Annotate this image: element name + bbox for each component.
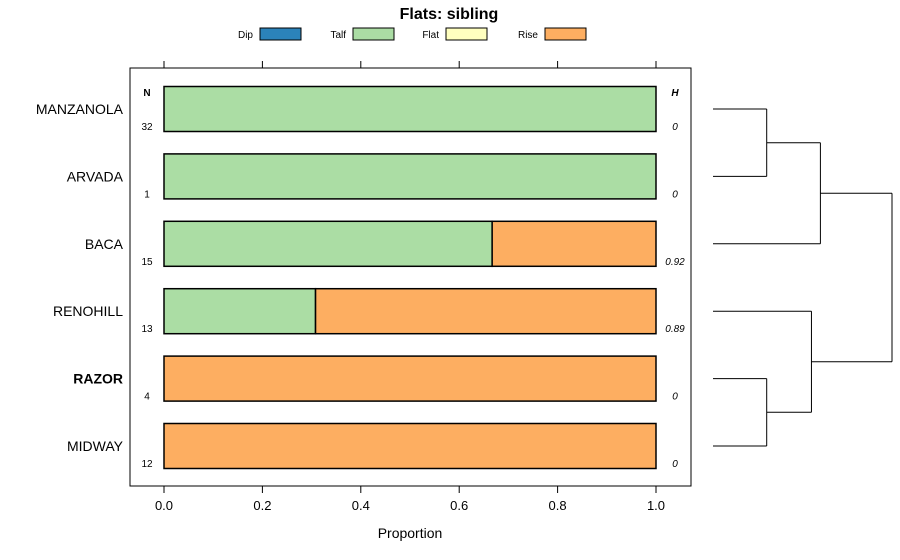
h-label-baca: 0.92 [665, 257, 685, 268]
bar-segment-renohill-rise [314, 287, 657, 335]
legend-label-dip: Dip [238, 30, 253, 41]
n-label-renohill: 13 [141, 324, 153, 335]
bar-segment-razor-rise [163, 355, 657, 402]
x-tick-label: 0.4 [352, 498, 370, 513]
h-labels: 0 0 0.92 0.89 0 0 [665, 122, 685, 470]
x-tick-label: 0.8 [549, 498, 567, 513]
legend-label-talf: Talf [330, 30, 346, 41]
n-label-arvada: 1 [144, 189, 150, 200]
x-tick-label: 0.6 [450, 498, 468, 513]
bar-segment-baca-rise [491, 220, 657, 268]
n-label-midway: 12 [141, 459, 153, 470]
row-label-midway: MIDWAY [67, 438, 124, 454]
row-label-manzanola: MANZANOLA [36, 101, 124, 117]
bar-segment-midway-rise [163, 422, 657, 470]
n-labels: 32 1 15 13 4 12 [141, 122, 153, 470]
bar-segment-renohill-talf [163, 287, 317, 335]
row-label-razor: RAZOR [73, 371, 123, 387]
legend: Dip Talf Flat Rise [238, 27, 587, 41]
x-axis: 0.0 0.2 0.4 0.6 0.8 1.0 [155, 61, 665, 513]
n-label-baca: 15 [141, 257, 153, 268]
legend-swatch-flat [445, 27, 488, 41]
chart-title: Flats: sibling [400, 6, 499, 23]
n-label-manzanola: 32 [141, 122, 153, 133]
plot-frame [129, 67, 692, 487]
row-label-renohill: RENOHILL [53, 303, 123, 319]
bar-segment-baca-talf [163, 220, 493, 268]
legend-label-flat: Flat [422, 30, 439, 41]
x-tick-label: 0.2 [253, 498, 271, 513]
legend-label-rise: Rise [518, 30, 538, 41]
bars [163, 85, 657, 470]
row-labels: MANZANOLA ARVADA BACA RENOHILL RAZOR MIDWAY [36, 101, 124, 454]
h-label-midway: 0 [672, 459, 678, 470]
legend-swatch-talf [352, 27, 395, 41]
row-label-baca: BACA [85, 236, 124, 252]
n-column-header: N [143, 88, 150, 99]
h-label-manzanola: 0 [672, 122, 678, 133]
bar-segment-manzanola-talf [163, 85, 657, 133]
n-label-razor: 4 [144, 392, 150, 403]
h-column-header: H [671, 88, 679, 99]
h-label-arvada: 0 [672, 189, 678, 200]
bar-segment-arvada-talf [163, 153, 657, 200]
h-label-razor: 0 [672, 392, 678, 403]
legend-swatch-dip [259, 27, 302, 41]
x-tick-label: 0.0 [155, 498, 173, 513]
x-axis-title: Proportion [378, 525, 443, 541]
dendrogram [713, 108, 893, 447]
legend-swatch-rise [544, 27, 587, 41]
row-label-arvada: ARVADA [67, 168, 124, 184]
x-tick-label: 1.0 [647, 498, 665, 513]
h-label-renohill: 0.89 [665, 324, 685, 335]
